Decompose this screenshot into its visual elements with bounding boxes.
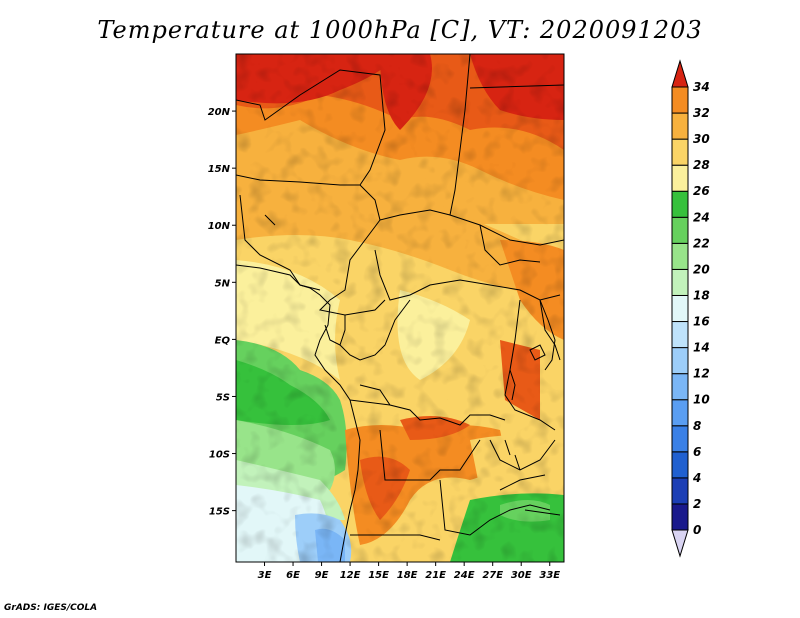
- country-borders: [236, 54, 564, 562]
- colorbar-label: 2: [693, 497, 701, 511]
- y-tick-label: 10N: [208, 221, 231, 232]
- y-axis: 20N 15N 10N 5N EQ 5S 10S 15S: [208, 107, 236, 518]
- credit-text: GrADS: IGES/COLA: [4, 603, 98, 613]
- x-tick-label: 18E: [397, 570, 418, 581]
- x-tick-label: 24E: [454, 570, 475, 581]
- x-tick-label: 27E: [482, 570, 503, 581]
- x-axis: 3E 6E 9E 12E 15E 18E 21E 24E 27E 30E 33E: [258, 562, 560, 581]
- colorbar-label: 24: [693, 210, 710, 224]
- colorbar-label: 0: [693, 523, 701, 537]
- y-tick-label: 5N: [215, 278, 231, 289]
- colorbar-label: 14: [693, 341, 710, 355]
- colorbar-swatch: [671, 373, 689, 401]
- colorbar-min-triangle: [671, 529, 689, 558]
- x-tick-label: 12E: [340, 570, 361, 581]
- colorbar-label: 26: [693, 184, 710, 198]
- temperature-field: [236, 54, 564, 562]
- y-tick-label: 15N: [208, 164, 231, 175]
- colorbar-label: 30: [693, 132, 710, 146]
- map-frame: [235, 53, 565, 563]
- colorbar-swatch: [671, 268, 689, 296]
- colorbar-label: 6: [693, 445, 701, 459]
- x-tick-label: 3E: [258, 570, 272, 581]
- x-tick-label: 30E: [511, 570, 532, 581]
- colorbar-label: 28: [693, 158, 710, 172]
- colorbar-swatch: [671, 86, 689, 114]
- colorbar-label: 20: [693, 262, 710, 276]
- colorbar-label: 32: [693, 106, 710, 120]
- colorbar-label: 16: [693, 315, 710, 329]
- colorbar-label: 8: [693, 419, 701, 433]
- x-tick-label: 6E: [286, 570, 300, 581]
- y-tick-label: 20N: [208, 107, 231, 118]
- colorbar-label: 22: [693, 236, 710, 250]
- colorbar-label: 4: [692, 471, 701, 485]
- colorbar-swatch: [671, 425, 689, 453]
- chart-title: Temperature at 1000hPa [C], VT: 20200912…: [97, 16, 703, 44]
- colorbar-swatch: [671, 216, 689, 244]
- colorbar-swatch: [671, 451, 689, 479]
- colorbar-swatch: [671, 242, 689, 270]
- x-tick-label: 21E: [425, 570, 446, 581]
- colorbar-swatch: [671, 477, 689, 505]
- colorbar-label: 34: [693, 80, 710, 94]
- x-tick-label: 15E: [368, 570, 389, 581]
- y-tick-label: 5S: [216, 392, 230, 403]
- colorbar-label: 10: [693, 393, 710, 407]
- colorbar-label: 12: [693, 367, 710, 381]
- colorbar-swatch: [671, 190, 689, 218]
- colorbar-swatch: [671, 112, 689, 140]
- y-tick-label: 10S: [209, 450, 230, 461]
- colorbar-swatch: [671, 164, 689, 192]
- colorbar-swatch: [671, 321, 689, 349]
- colorbar-swatch: [671, 294, 689, 323]
- x-tick-label: 33E: [539, 570, 560, 581]
- colorbar-label: 18: [693, 288, 710, 302]
- colorbar-swatch: [671, 503, 689, 531]
- colorbar-swatch: [671, 138, 689, 166]
- colorbar-swatch: [671, 347, 689, 375]
- y-tick-label: 15S: [209, 507, 230, 518]
- colorbar-max-triangle: [671, 59, 689, 88]
- colorbar-swatch: [671, 399, 689, 427]
- y-tick-label: EQ: [215, 335, 231, 346]
- x-tick-label: 9E: [315, 570, 329, 581]
